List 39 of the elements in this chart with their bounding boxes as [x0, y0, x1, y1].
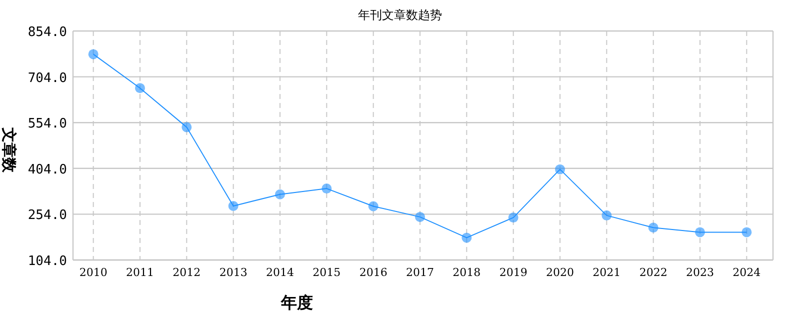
x-tick-label: 2019: [499, 266, 528, 279]
point: [322, 184, 332, 194]
x-tick-label: 2017: [406, 266, 434, 279]
chart-title: 年刊文章数趋势: [358, 8, 442, 22]
point: [508, 212, 518, 223]
y-axis-title: 文章数: [0, 126, 18, 174]
x-tick-label: 2020: [546, 266, 574, 279]
x-axis-title: 年度: [280, 293, 313, 312]
point: [695, 227, 705, 238]
point: [368, 201, 378, 212]
x-tick-label: 2022: [639, 266, 668, 279]
x-tick-label: 2014: [266, 266, 294, 279]
y-tick-label: 554.0: [28, 116, 67, 132]
y-tick-label: 854.0: [28, 25, 67, 40]
y-tick-label: 254.0: [28, 208, 67, 224]
point: [182, 122, 192, 132]
x-tick-label: 2018: [452, 266, 481, 279]
x-tick-label: 2016: [359, 266, 388, 279]
y-tick-label: 104.0: [28, 254, 67, 269]
x-tick-label: 2023: [686, 266, 714, 279]
point: [602, 210, 612, 220]
point: [135, 83, 145, 94]
point: [742, 227, 752, 238]
x-tick-label: 2010: [79, 266, 108, 279]
point: [275, 189, 285, 200]
x-tick-label: 2024: [732, 266, 761, 279]
point: [648, 222, 658, 233]
point: [88, 49, 98, 60]
x-tick-label: 2015: [312, 266, 341, 279]
point: [228, 200, 238, 211]
y-tick-label: 704.0: [28, 70, 67, 86]
x-tick-label: 2012: [172, 266, 201, 279]
x-tick-label: 2011: [126, 266, 154, 279]
point: [462, 232, 472, 243]
point: [415, 212, 425, 222]
x-tick-label: 2013: [219, 266, 248, 279]
x-tick-label: 2021: [592, 266, 621, 279]
y-tick-label: 404.0: [28, 162, 67, 178]
point: [555, 164, 565, 174]
